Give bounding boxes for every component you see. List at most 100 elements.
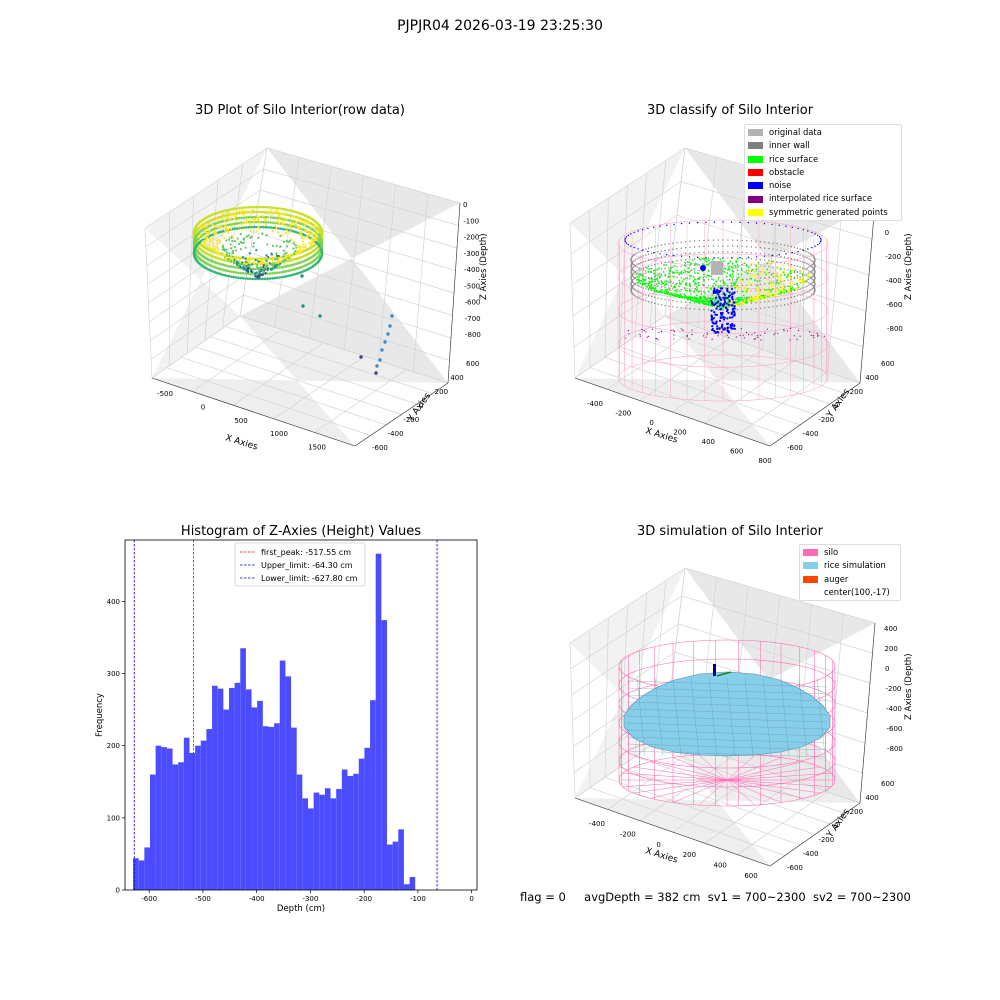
data-point [306,221,309,225]
interpolated-point [783,328,785,331]
inner-wall-point [689,258,691,261]
noise-point [725,302,728,305]
noise-point [820,239,822,241]
y-tick-label: 200 [107,742,120,750]
noise-point [802,228,804,231]
inner-wall-point [684,247,687,249]
data-point [271,277,274,280]
noise-point [723,316,726,319]
interpolated-point [786,330,789,332]
rice-surface-point [760,271,762,274]
inner-wall-point [684,289,687,291]
inner-wall-point [750,302,753,304]
inner-wall-point [664,267,666,270]
data-point [234,276,238,279]
inner-wall-point [772,248,774,250]
inner-wall-point [812,285,814,287]
noise-point [710,315,713,318]
inner-wall-point [811,254,813,256]
rice-surface-point [728,265,730,268]
noise-point [721,323,724,326]
data-point [232,275,236,279]
inner-wall-point [813,274,815,276]
data-point [275,276,279,280]
inner-wall-point [793,276,796,279]
inner-wall-point [809,271,812,273]
inner-wall-point [808,290,810,292]
inner-wall-point [633,284,635,286]
rice-surface-point [656,268,659,271]
inner-wall-point [657,273,659,275]
data-point [220,217,223,220]
inner-wall-point [707,245,710,247]
inner-wall-point [657,245,659,247]
axis-tick-label: 400 [450,374,463,382]
data-point [287,214,291,217]
inner-wall-point [750,246,753,248]
data-point [218,215,221,219]
data-point [267,255,270,259]
rice-surface-point [743,302,745,305]
rice-surface-point [729,275,731,278]
rice-surface-point [767,262,770,265]
data-point [245,264,248,268]
rice-surface-point [754,266,757,269]
data-point [265,264,268,267]
data-point [294,230,297,234]
rice-surface-point [771,284,774,287]
inner-wall-point [812,293,814,295]
data-point [252,225,256,229]
inner-wall-point [755,258,757,261]
inner-wall-point [684,301,687,303]
inner-wall-point [684,277,687,279]
inner-wall-point [801,275,804,277]
rice-surface-point [745,287,747,290]
histogram-bar [353,773,359,890]
inner-wall-point [636,284,638,286]
legend-swatch [748,208,763,216]
rice-surface-point [689,293,692,295]
data-point [263,218,266,221]
rice-surface-point [674,283,677,286]
interpolated-point [641,328,643,331]
data-point [250,235,253,238]
rice-surface-point [783,273,786,276]
inner-wall-point [780,298,782,301]
noise-point [729,294,732,297]
rice-surface-point [688,274,691,277]
axis-tick-label: 0 [419,402,423,410]
axis-tick-label: -200 [615,410,631,418]
rice-surface-point [728,305,730,308]
rice-surface-point [804,280,807,283]
inner-wall-point [650,276,653,279]
data-point [293,272,297,276]
noise-point [722,296,725,299]
noise-point [712,291,715,295]
inner-wall-point [799,260,801,262]
data-point [229,213,232,216]
noise-point [696,256,699,259]
interpolated-point [798,329,800,332]
inner-wall-point [793,271,796,274]
data-point [258,277,262,281]
data-point [267,206,270,209]
inner-wall-point [808,272,810,274]
data-point [295,246,298,249]
rice-surface-point [694,281,696,284]
rice-surface-point [742,294,745,297]
rice-surface-point [755,268,758,271]
inner-wall-point [814,283,816,285]
noise-point [728,316,732,319]
legend-label: first_peak: -517.55 cm [261,548,351,557]
data-point [246,269,249,272]
data-point [281,260,284,263]
rice-surface-point [657,280,660,283]
inner-wall-point [799,254,801,256]
data-point [251,257,255,261]
rice-surface-point [757,287,760,290]
interpolated-point [796,338,798,340]
data-point [214,248,217,251]
data-point [258,270,261,273]
rice-surface-point [808,275,811,278]
rice-surface-point [666,288,669,291]
